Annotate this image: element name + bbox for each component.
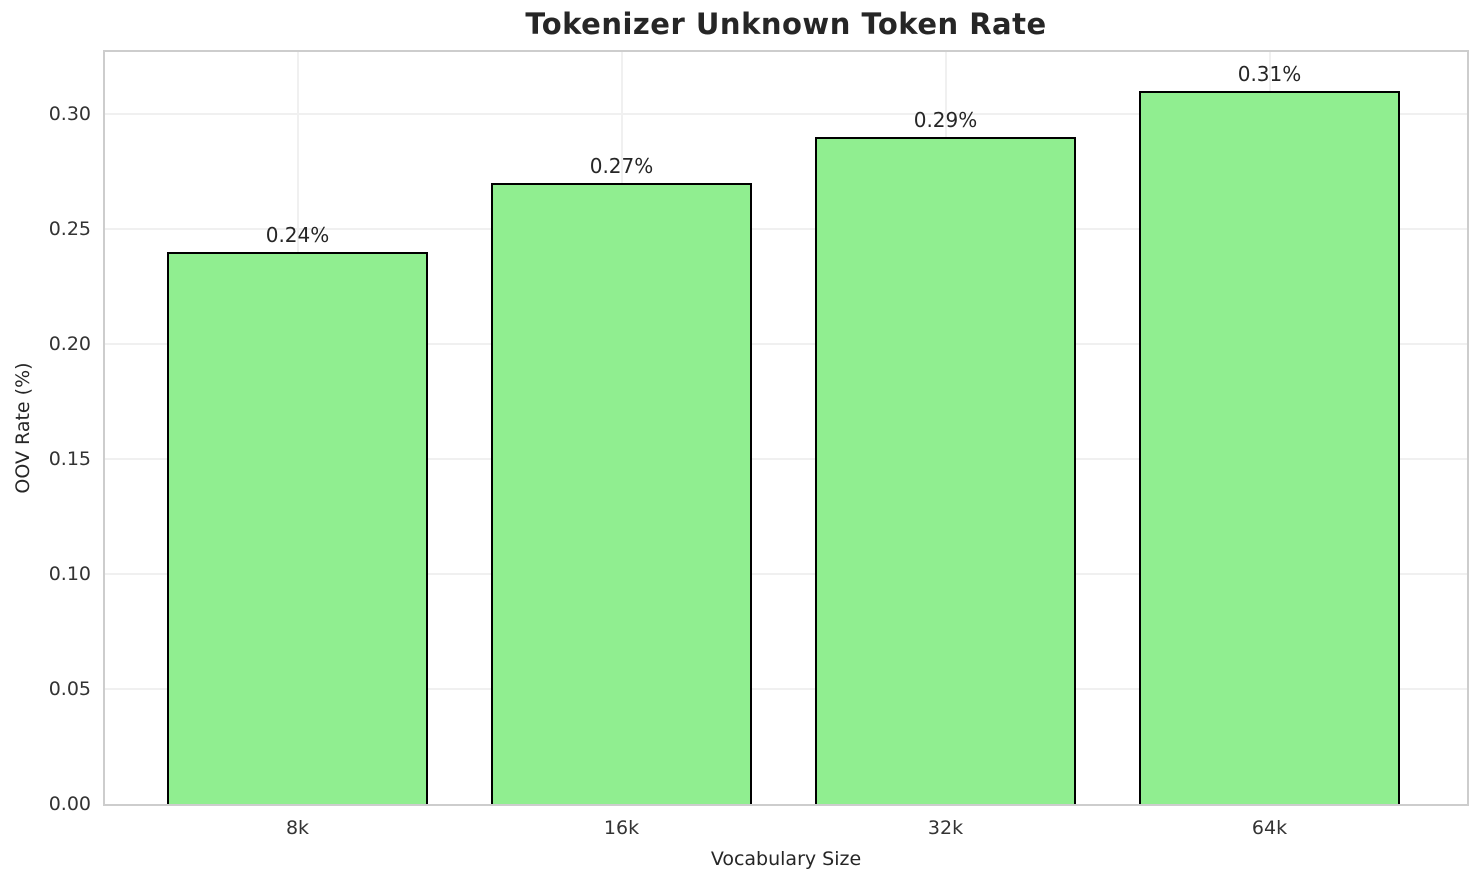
x-axis-label: Vocabulary Size	[710, 848, 862, 870]
x-tick-label-16k: 16k	[603, 817, 640, 839]
plot-area: 0.24% 0.27% 0.29% 0.31%	[103, 50, 1469, 806]
h-gridline	[105, 343, 1467, 346]
h-gridline	[105, 228, 1467, 231]
y-tick-label: 0.00	[48, 793, 91, 815]
y-axis-label: OOV Rate (%)	[12, 362, 34, 494]
bar-value-label: 0.27%	[589, 154, 654, 179]
h-gridline	[105, 688, 1467, 690]
h-gridline	[105, 458, 1467, 461]
bar-value-label: 0.29%	[913, 108, 978, 133]
x-tick-label-64k: 64k	[1251, 817, 1288, 839]
bar-8k	[167, 252, 428, 804]
y-tick-label: 0.25	[48, 218, 91, 241]
y-tick-label: 0.05	[48, 678, 91, 700]
x-tick-label-8k: 8k	[285, 817, 310, 839]
y-tick-label: 0.30	[48, 103, 91, 126]
bar-64k	[1139, 91, 1400, 804]
bar-value-label: 0.31%	[1237, 62, 1302, 87]
y-tick-label: 0.20	[48, 333, 91, 356]
bar-16k	[491, 183, 752, 804]
bar-value-label: 0.24%	[265, 223, 330, 248]
y-tick-label: 0.15	[48, 448, 91, 471]
x-tick-label-32k: 32k	[927, 817, 964, 839]
h-gridline	[105, 113, 1467, 116]
h-gridline	[105, 573, 1467, 576]
chart-title: Tokenizer Unknown Token Rate	[525, 7, 1047, 41]
bar-32k	[815, 137, 1076, 804]
y-tick-label: 0.10	[48, 563, 91, 586]
